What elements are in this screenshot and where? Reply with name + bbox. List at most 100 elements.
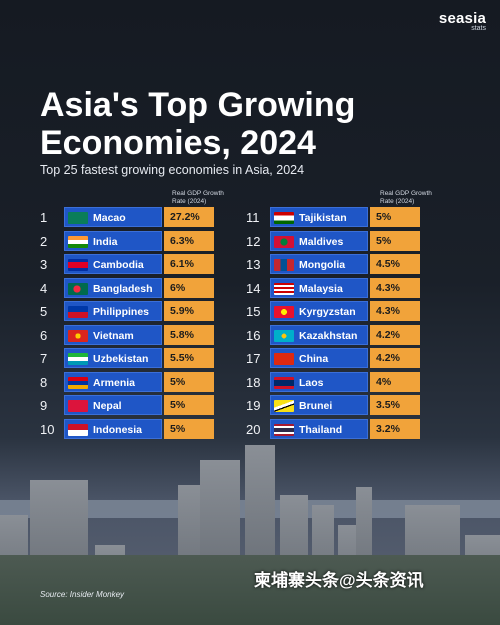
armenia-flag-icon (68, 376, 88, 389)
rank-number: 20 (246, 421, 261, 437)
country-name: Brunei (299, 400, 333, 412)
growth-rate-label: 5.9% (170, 305, 194, 317)
bangladesh-flag-icon (68, 282, 88, 295)
growth-rate-cell: 4.2% (370, 324, 420, 345)
rank-number: 15 (246, 304, 261, 319)
country-name: Kazakhstan (299, 329, 358, 342)
indonesia-flag-icon (68, 423, 88, 436)
maldives-flag-icon (274, 235, 294, 248)
country-bar: Malaysia (270, 277, 368, 298)
country-name: Kyrgyzstan (299, 306, 356, 318)
growth-rate-cell: 6% (164, 277, 214, 298)
cambodia-flag-icon (68, 259, 88, 271)
country-bar: Nepal (64, 395, 162, 415)
rank-number: 1 (40, 210, 48, 225)
growth-rate-label: 4.2% (376, 352, 400, 364)
country-bar: Indonesia (64, 418, 162, 439)
growth-rate-label: 5% (170, 375, 186, 388)
china-flag-icon (274, 353, 294, 365)
brand-sub: stats (471, 25, 486, 32)
tajikistan-flag-icon (274, 212, 294, 224)
country-bar: Armenia (64, 371, 162, 392)
growth-rate-cell: 4.3% (370, 277, 420, 298)
thailand-flag-icon (274, 423, 294, 436)
country-name: Uzbekistan (93, 353, 149, 365)
rank-number: 9 (40, 398, 48, 413)
macao-flag-icon (68, 212, 88, 224)
growth-rate-label: 5.5% (170, 352, 194, 364)
rank-number: 12 (246, 233, 261, 249)
rank-number: 18 (246, 374, 261, 390)
country-bar: China (270, 348, 368, 368)
chart-subtitle: Top 25 fastest growing economies in Asia… (40, 163, 305, 177)
source-note: Source: Insider Monkey (40, 590, 125, 599)
country-name: Mongolia (299, 259, 346, 271)
growth-rate-cell: 3.2% (370, 418, 420, 439)
growth-rate-cell: 5.5% (164, 348, 214, 368)
country-name: Vietnam (93, 329, 134, 342)
country-name: Tajikistan (299, 212, 347, 224)
country-name: China (299, 353, 329, 365)
growth-rate-label: 4.3% (376, 281, 400, 294)
country-name: Philippines (93, 306, 150, 318)
growth-rate-label: 3.2% (376, 422, 400, 435)
rank-number: 8 (40, 374, 48, 390)
country-name: Malaysia (299, 282, 343, 295)
country-name: Laos (299, 376, 324, 389)
country-bar: Macao (64, 207, 162, 227)
country-bar: Philippines (64, 301, 162, 321)
growth-rate-label: 4.3% (376, 305, 400, 317)
growth-rate-cell: 5% (164, 371, 214, 392)
philippines-flag-icon (68, 306, 88, 318)
rank-number: 13 (246, 257, 261, 272)
country-name: Maldives (299, 235, 344, 248)
growth-rate-cell: 4.3% (370, 301, 420, 321)
kazakhstan-flag-icon (274, 329, 294, 342)
country-bar: Bangladesh (64, 277, 162, 298)
brand-logo: seasia stats (439, 10, 486, 32)
growth-rate-label: 4.2% (376, 328, 400, 341)
brand-name: seasia (438, 10, 486, 27)
country-bar: India (64, 230, 162, 251)
growth-rate-label: 6.3% (170, 234, 194, 247)
country-bar: Vietnam (64, 324, 162, 345)
rank-number: 5 (40, 304, 48, 319)
growth-rate-cell: 5% (370, 230, 420, 251)
growth-rate-cell: 3.5% (370, 395, 420, 415)
country-name: Cambodia (93, 259, 144, 271)
rank-number: 19 (246, 398, 261, 413)
rank-number: 11 (246, 210, 260, 225)
uzbekistan-flag-icon (68, 353, 88, 365)
country-name: Thailand (299, 423, 343, 436)
rank-number: 6 (40, 327, 48, 343)
growth-rate-cell: 5% (370, 207, 420, 227)
ground (0, 555, 500, 625)
growth-rate-label: 5% (376, 234, 392, 247)
growth-rate-cell: 4.2% (370, 348, 420, 368)
brunei-flag-icon (274, 400, 294, 412)
country-bar: Brunei (270, 395, 368, 415)
rank-number: 3 (40, 257, 48, 272)
india-flag-icon (68, 235, 88, 248)
country-name: Bangladesh (93, 282, 153, 295)
country-bar: Kazakhstan (270, 324, 368, 345)
growth-rate-label: 5% (376, 211, 392, 223)
country-bar: Kyrgyzstan (270, 301, 368, 321)
chart-title: Asia's Top Growing Economies, 2024 (40, 86, 356, 162)
vietnam-flag-icon (68, 329, 88, 342)
growth-rate-cell: 5.9% (164, 301, 214, 321)
growth-rate-cell: 5% (164, 418, 214, 439)
country-name: Nepal (93, 400, 122, 412)
rank-number: 4 (40, 280, 48, 296)
growth-rate-cell: 4.5% (370, 254, 420, 274)
growth-rate-label: 5% (170, 422, 186, 435)
growth-rate-cell: 6.1% (164, 254, 214, 274)
growth-rate-cell: 4% (370, 371, 420, 392)
nepal-flag-icon (68, 400, 88, 412)
growth-rate-cell: 5% (164, 395, 214, 415)
country-name: Armenia (93, 376, 136, 389)
right-column-header: Real GDP Growth Rate (2024) (380, 190, 432, 205)
country-bar: Uzbekistan (64, 348, 162, 368)
growth-rate-cell: 27.2% (164, 207, 214, 227)
laos-flag-icon (274, 376, 294, 389)
